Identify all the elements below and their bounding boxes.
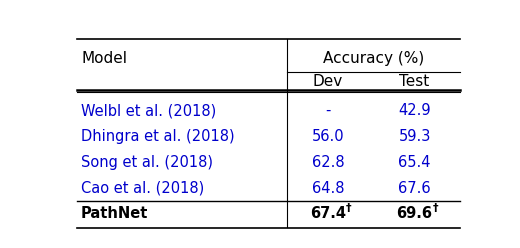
Text: 65.4: 65.4 [398, 155, 431, 170]
Text: Cao et al. (2018): Cao et al. (2018) [81, 181, 204, 196]
Text: 64.8: 64.8 [311, 181, 344, 196]
Text: PathNet: PathNet [81, 206, 149, 221]
Text: †: † [433, 203, 438, 213]
Text: 42.9: 42.9 [398, 103, 431, 118]
Text: 69.6: 69.6 [397, 206, 433, 221]
Text: 56.0: 56.0 [311, 129, 344, 144]
Text: Dhingra et al. (2018): Dhingra et al. (2018) [81, 129, 235, 144]
Text: 67.6: 67.6 [398, 181, 431, 196]
Text: Song et al. (2018): Song et al. (2018) [81, 155, 213, 170]
Text: 67.4: 67.4 [310, 206, 346, 221]
Text: Model: Model [81, 51, 127, 66]
Text: Test: Test [399, 74, 430, 89]
Text: Welbl et al. (2018): Welbl et al. (2018) [81, 103, 216, 118]
Text: 62.8: 62.8 [311, 155, 344, 170]
Text: -: - [326, 103, 331, 118]
Text: †: † [346, 203, 352, 213]
Text: Dev: Dev [313, 74, 343, 89]
Text: 59.3: 59.3 [398, 129, 431, 144]
Text: Accuracy (%): Accuracy (%) [323, 51, 424, 66]
